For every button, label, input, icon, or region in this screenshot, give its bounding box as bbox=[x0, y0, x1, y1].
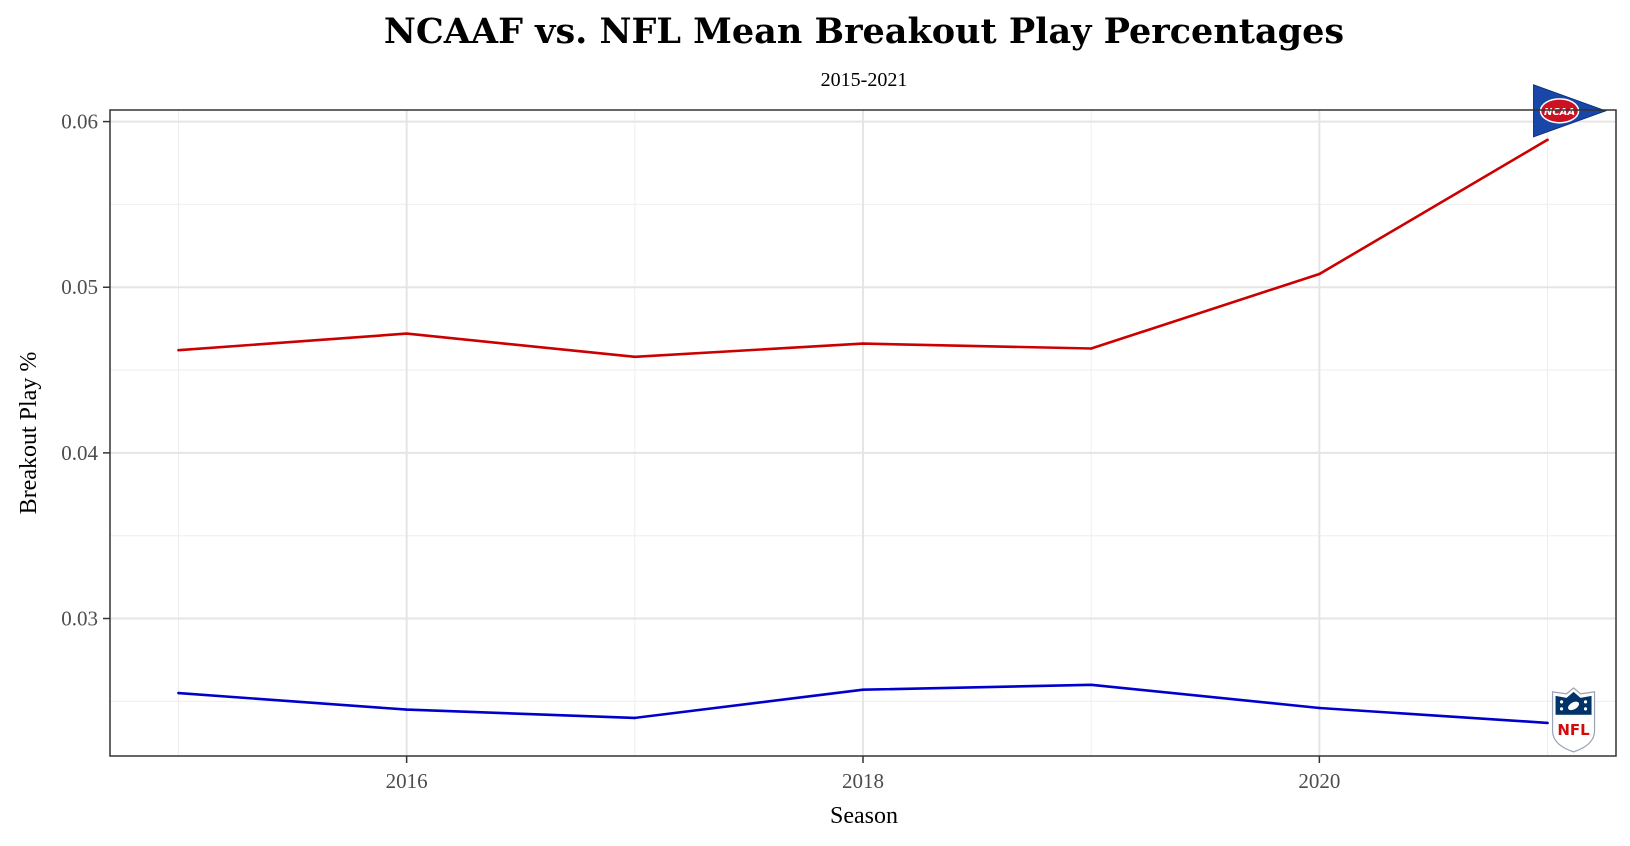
nfl-logo: NFL bbox=[1551, 687, 1596, 753]
data-point-ncaa bbox=[1546, 138, 1549, 142]
x-tick-label: 2016 bbox=[386, 769, 428, 793]
nfl-star-icon bbox=[1583, 707, 1588, 711]
y-tick-label: 0.03 bbox=[61, 607, 98, 631]
y-tick-label: 0.05 bbox=[61, 275, 98, 299]
ncaa-badge-shape bbox=[1539, 98, 1580, 124]
data-point-nfl bbox=[861, 688, 865, 692]
y-tick-label: 0.06 bbox=[61, 110, 98, 134]
x-tick-label: 2018 bbox=[842, 769, 884, 793]
data-point-nfl bbox=[1089, 683, 1093, 687]
data-point-ncaa bbox=[177, 348, 180, 352]
y-tick-label: 0.04 bbox=[61, 441, 98, 465]
grid bbox=[110, 110, 1616, 756]
y-axis: 0.03 0.04 0.05 0.06 bbox=[61, 110, 110, 631]
data-point-ncaa bbox=[861, 342, 865, 345]
data-point-ncaa bbox=[1089, 347, 1093, 350]
x-axis: 2016 2018 2020 bbox=[386, 756, 1340, 793]
data-point-ncaa bbox=[405, 332, 408, 335]
nfl-star-icon bbox=[1559, 700, 1564, 704]
nfl-logo-text: NFL bbox=[1557, 721, 1590, 739]
ncaa-logo: NCAA bbox=[1533, 84, 1608, 138]
chart-subtitle: 2015-2021 bbox=[821, 69, 908, 91]
x-axis-label: Season bbox=[830, 803, 898, 829]
nfl-star-icon bbox=[1583, 700, 1588, 704]
data-point-nfl bbox=[1318, 706, 1321, 710]
data-point-nfl bbox=[177, 691, 180, 695]
logos-group: NCAA NFL bbox=[1533, 84, 1608, 753]
x-tick-label: 2020 bbox=[1298, 769, 1340, 793]
nfl-shield-bottom bbox=[1555, 714, 1592, 748]
nfl-star-icon bbox=[1559, 707, 1564, 711]
football-icon bbox=[1568, 701, 1580, 711]
y-axis-label: Breakout Play % bbox=[16, 352, 42, 515]
data-point-nfl bbox=[633, 716, 637, 720]
chart-title: NCAAF vs. NFL Mean Breakout Play Percent… bbox=[384, 11, 1344, 52]
data-point-nfl bbox=[1546, 721, 1549, 725]
ncaa-logo-text: NCAA bbox=[1544, 107, 1575, 118]
data-point-ncaa bbox=[633, 355, 637, 359]
series-group bbox=[177, 138, 1549, 725]
data-point-nfl bbox=[405, 708, 408, 711]
data-point-ncaa bbox=[1318, 272, 1321, 276]
